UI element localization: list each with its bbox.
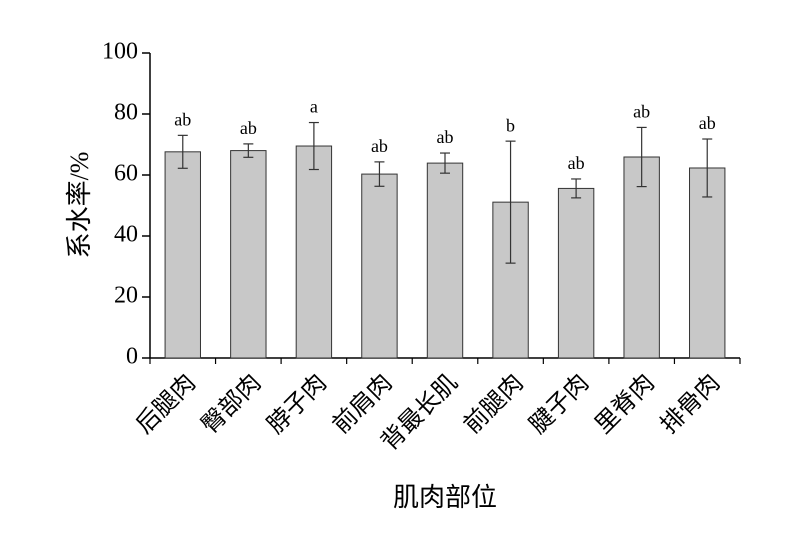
- significance-letter: ab: [633, 102, 650, 122]
- y-tick-label: 0: [126, 344, 138, 370]
- bar: [623, 156, 660, 359]
- significance-letter: ab: [437, 127, 454, 147]
- significance-letter: ab: [371, 136, 388, 156]
- bar: [557, 187, 595, 359]
- x-tick-label: 臀部肉: [196, 369, 266, 439]
- y-tick-label: 40: [114, 222, 138, 248]
- bar: [295, 145, 333, 359]
- y-tick-label: 100: [102, 39, 138, 65]
- x-tick-label: 后腿肉: [131, 369, 201, 439]
- x-tick-label: 里脊肉: [590, 369, 660, 439]
- bar: [164, 151, 201, 359]
- significance-letter: ab: [699, 113, 716, 133]
- significance-letter: ab: [568, 153, 585, 173]
- bar: [361, 173, 398, 359]
- x-tick-label: 前腿肉: [459, 369, 529, 439]
- x-axis-title: 肌肉部位: [393, 483, 497, 512]
- y-tick-label: 80: [114, 100, 138, 126]
- significance-letter: a: [310, 97, 318, 117]
- significance-letter: ab: [240, 118, 257, 138]
- y-axis-title: 系水率/%: [65, 152, 94, 259]
- x-tick-label: 排骨肉: [655, 369, 725, 439]
- bar: [230, 150, 267, 359]
- bar: [689, 167, 726, 359]
- x-tick-label: 脖子肉: [262, 369, 332, 439]
- y-tick-label: 60: [114, 161, 138, 187]
- x-tick-label: 腱子肉: [524, 369, 594, 439]
- significance-letter: b: [506, 115, 515, 135]
- y-tick-label: 20: [114, 283, 138, 309]
- significance-letter: ab: [174, 109, 191, 129]
- bar: [426, 162, 464, 359]
